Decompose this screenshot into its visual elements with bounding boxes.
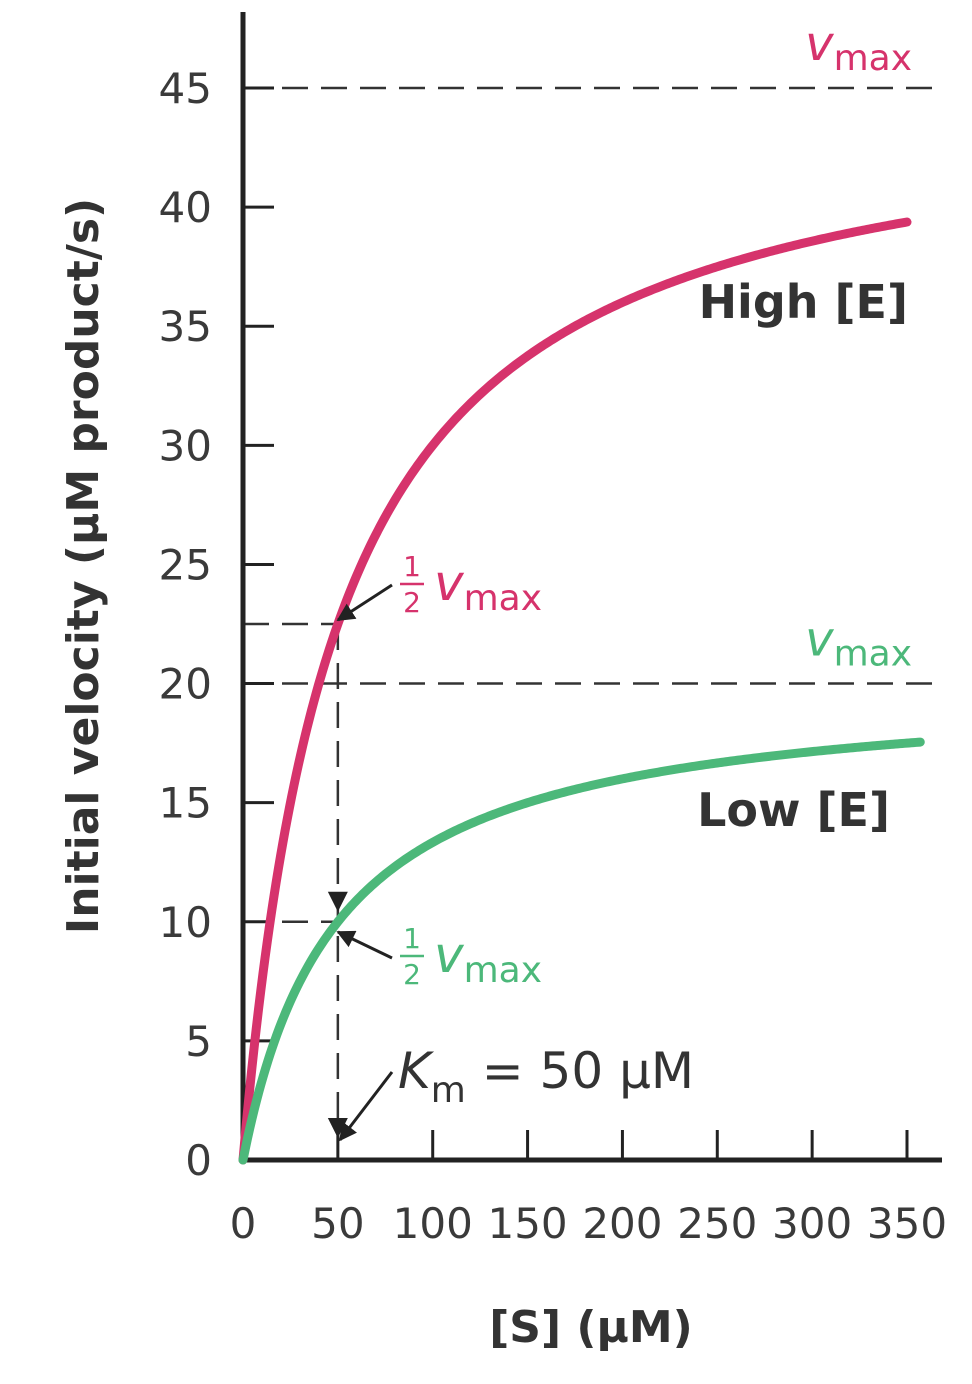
series-label-low-e: Low [E] <box>697 783 890 837</box>
x-tick-label: 200 <box>582 1199 662 1248</box>
y-tick-label: 5 <box>185 1017 212 1066</box>
vmax-label-high: vmax <box>805 16 912 79</box>
half-fraction-denominator: 2 <box>403 958 421 991</box>
y-tick-label: 35 <box>159 302 212 351</box>
y-tick-label: 40 <box>159 183 212 232</box>
half-fraction-denominator: 2 <box>403 586 421 619</box>
high-e-curve <box>238 217 912 1165</box>
x-tick-label: 100 <box>393 1199 473 1248</box>
vmax-label-low: vmax <box>805 612 912 675</box>
y-tick-label: 20 <box>159 660 212 709</box>
half-vmax-arrow <box>336 583 393 622</box>
km-label: Km = 50 μM <box>398 1042 694 1111</box>
y-tick-label: 30 <box>159 421 212 470</box>
y-tick-label: 0 <box>185 1136 212 1185</box>
half-fraction-numerator: 1 <box>403 922 421 955</box>
y-tick-label: 15 <box>159 779 212 828</box>
low-e-curve <box>238 737 925 1165</box>
x-tick-label: 150 <box>487 1199 567 1248</box>
y-axis-title: Initial velocity (μM product/s) <box>58 198 109 934</box>
projection-arrowhead <box>327 891 348 912</box>
y-tick-label: 10 <box>159 898 212 947</box>
y-tick-label: 25 <box>159 540 212 589</box>
half-vmax-label: vmax <box>434 554 542 619</box>
half-vmax-arrow <box>336 930 393 960</box>
x-tick-label: 50 <box>311 1199 364 1248</box>
x-tick-label: 350 <box>867 1199 947 1248</box>
half-vmax-label: vmax <box>434 926 542 991</box>
half-fraction-numerator: 1 <box>403 550 421 583</box>
km-arrow <box>338 1071 394 1142</box>
x-axis-title: [S] (μM) <box>489 1302 693 1353</box>
x-tick-label: 300 <box>772 1199 852 1248</box>
x-tick-label: 250 <box>677 1199 757 1248</box>
series-label-high-e: High [E] <box>699 275 908 329</box>
x-tick-label: 0 <box>230 1199 257 1248</box>
y-tick-label: 45 <box>159 64 212 113</box>
